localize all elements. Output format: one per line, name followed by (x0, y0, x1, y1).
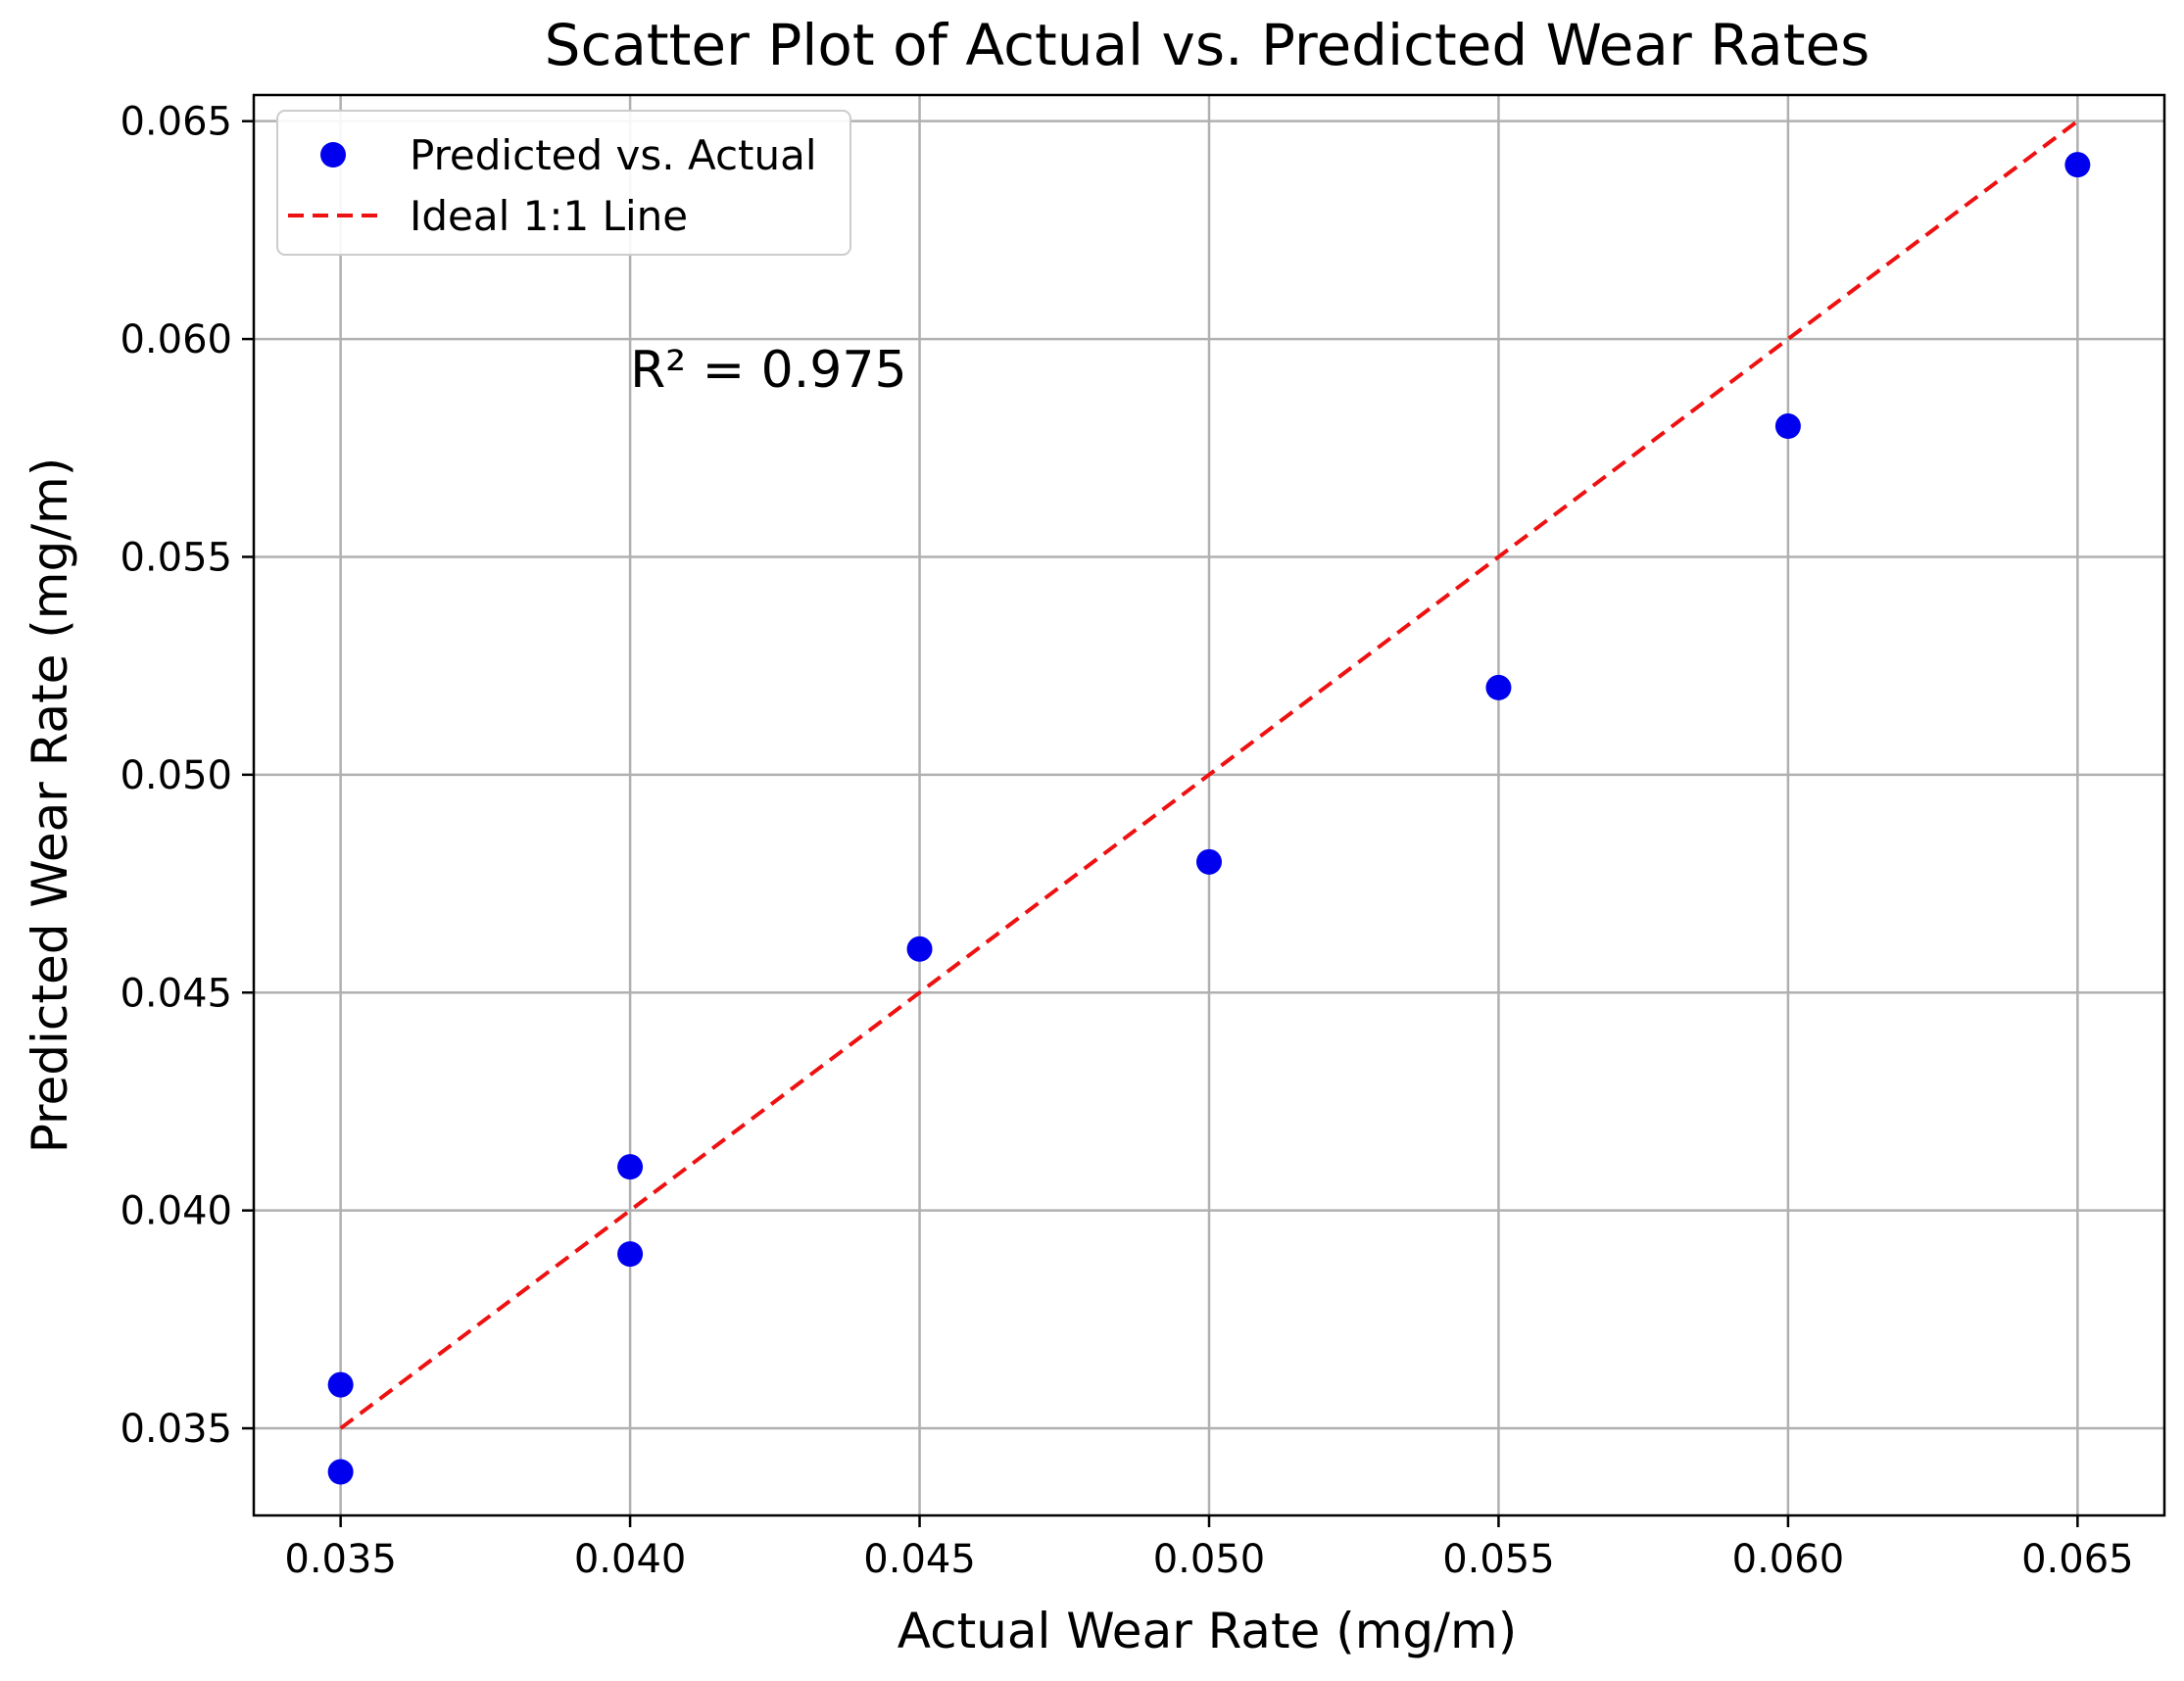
data-point (617, 1241, 644, 1268)
y-tick-label: 0.065 (120, 100, 232, 145)
data-point (327, 1459, 354, 1485)
legend-label-line: Ideal 1:1 Line (410, 192, 688, 240)
x-tick-label: 0.060 (1732, 1537, 1845, 1582)
legend-marker-scatter (320, 142, 346, 168)
data-point (1196, 848, 1222, 875)
y-tick-label: 0.050 (120, 753, 232, 798)
data-point (327, 1371, 354, 1398)
y-axis-label: Predicted Wear Rate (mg/m) (22, 457, 78, 1154)
data-point (906, 936, 933, 962)
x-tick-label: 0.050 (1153, 1537, 1266, 1582)
y-axis-ticks: 0.035 0.040 0.045 0.050 0.055 0.060 0.065 (120, 100, 254, 1452)
data-point (1774, 413, 1801, 440)
legend-box (276, 110, 851, 256)
x-tick-label: 0.045 (863, 1537, 976, 1582)
y-tick-label: 0.035 (120, 1407, 232, 1452)
chart-title: Scatter Plot of Actual vs. Predicted Wea… (545, 12, 1870, 78)
data-point (1485, 674, 1512, 700)
x-axis-label: Actual Wear Rate (mg/m) (898, 1603, 1517, 1659)
legend: Predicted vs. Actual Ideal 1:1 Line (276, 110, 851, 256)
legend-label-scatter: Predicted vs. Actual (410, 131, 817, 179)
data-point (2064, 152, 2091, 178)
ideal-1-1-line (339, 120, 2079, 1430)
x-tick-label: 0.035 (284, 1537, 397, 1582)
x-tick-label: 0.065 (2021, 1537, 2134, 1582)
y-tick-label: 0.040 (120, 1189, 232, 1234)
data-points (327, 152, 2091, 1485)
y-tick-label: 0.045 (120, 971, 232, 1016)
x-tick-label: 0.055 (1442, 1537, 1555, 1582)
x-tick-label: 0.040 (574, 1537, 687, 1582)
ideal-line-layer (339, 120, 2079, 1430)
x-axis-ticks: 0.035 0.040 0.045 0.050 0.055 0.060 0.065 (284, 1515, 2134, 1582)
y-tick-label: 0.060 (120, 317, 232, 362)
r-squared-annotation: R² = 0.975 (630, 341, 906, 400)
data-point (617, 1154, 644, 1180)
y-tick-label: 0.055 (120, 535, 232, 580)
